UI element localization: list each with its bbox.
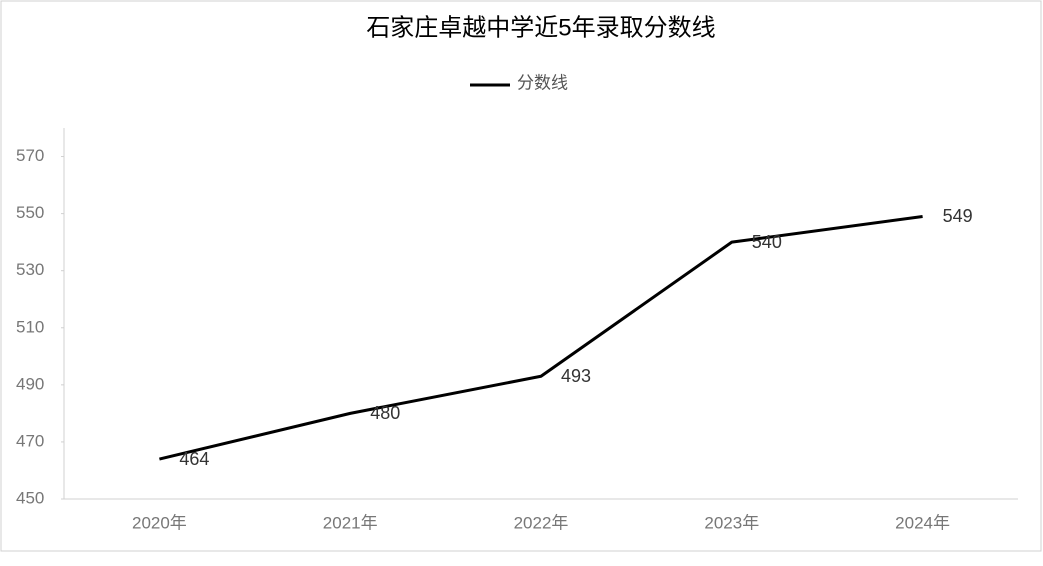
y-tick-label: 530 — [16, 260, 44, 279]
x-tick-label: 2021年 — [323, 513, 378, 532]
y-tick-label: 470 — [16, 431, 44, 450]
x-tick-label: 2020年 — [132, 513, 187, 532]
y-tick-label: 550 — [16, 203, 44, 222]
data-label: 549 — [943, 206, 973, 226]
chart-title: 石家庄卓越中学近5年录取分数线 — [366, 14, 715, 41]
y-tick-label: 570 — [16, 146, 44, 165]
x-tick-label: 2023年 — [704, 513, 759, 532]
legend-label: 分数线 — [517, 73, 568, 92]
x-tick-label: 2024年 — [895, 513, 950, 532]
y-tick-label: 490 — [16, 374, 44, 393]
y-tick-label: 450 — [16, 488, 44, 507]
chart-frame — [0, 0, 1042, 552]
line — [159, 214, 923, 461]
data-label: 493 — [561, 366, 591, 386]
data-label: 464 — [179, 449, 209, 469]
y-tick-label: 510 — [16, 317, 44, 336]
data-label: 540 — [752, 232, 782, 252]
data-label: 480 — [370, 403, 400, 423]
x-tick-label: 2022年 — [514, 513, 569, 532]
